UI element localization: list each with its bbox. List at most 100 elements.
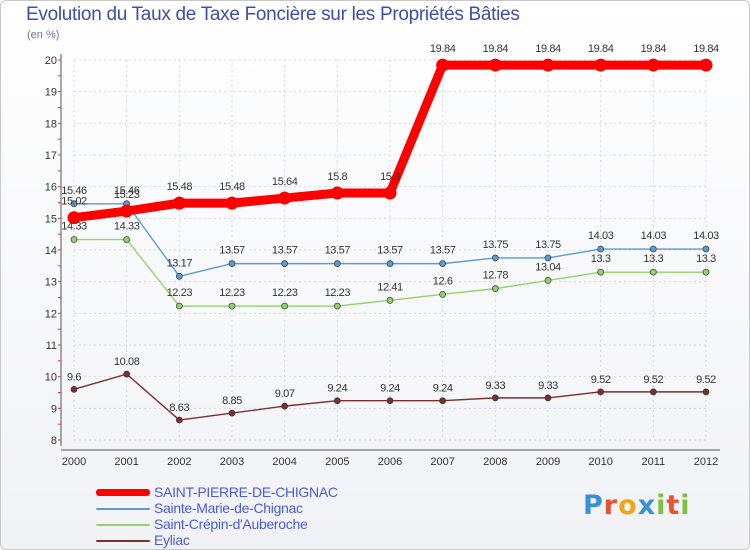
data-point bbox=[175, 302, 183, 310]
data-label: 13.3 bbox=[643, 253, 663, 265]
data-label: 14.03 bbox=[693, 230, 719, 242]
y-tick-label: 12 bbox=[45, 308, 57, 320]
data-label: 13.57 bbox=[325, 245, 351, 257]
data-point bbox=[541, 58, 555, 72]
data-point bbox=[544, 394, 552, 402]
y-axis-unit-label: (en %) bbox=[27, 29, 60, 41]
logo-letter: r bbox=[603, 490, 619, 521]
y-tick-label: 16 bbox=[45, 182, 57, 194]
data-point bbox=[702, 268, 710, 276]
data-point bbox=[491, 254, 499, 262]
data-label: 12.78 bbox=[483, 270, 509, 282]
logo-letter: t bbox=[666, 490, 681, 521]
data-point bbox=[175, 416, 183, 424]
data-label: 13.57 bbox=[430, 245, 456, 257]
data-label: 15.8 bbox=[327, 171, 347, 183]
data-label: 15.48 bbox=[219, 181, 245, 193]
data-point bbox=[333, 302, 341, 310]
data-point bbox=[70, 200, 78, 208]
x-tick-label: 2009 bbox=[536, 456, 560, 468]
data-point bbox=[386, 397, 394, 405]
data-point bbox=[594, 58, 608, 72]
legend-swatch bbox=[96, 540, 150, 542]
data-label: 9.33 bbox=[485, 380, 505, 392]
data-point bbox=[70, 385, 78, 393]
data-label: 15.8 bbox=[380, 171, 400, 183]
data-point bbox=[281, 302, 289, 310]
data-label: 19.84 bbox=[535, 43, 561, 55]
x-tick-label: 2008 bbox=[483, 456, 507, 468]
x-tick-label: 2002 bbox=[167, 456, 191, 468]
data-point bbox=[67, 211, 81, 225]
data-point bbox=[544, 277, 552, 284]
data-point bbox=[175, 272, 183, 280]
data-label: 14.03 bbox=[641, 230, 667, 242]
legend-swatch bbox=[96, 508, 150, 510]
data-label: 19.84 bbox=[483, 43, 509, 55]
data-point bbox=[172, 196, 186, 210]
data-label: 13.57 bbox=[219, 245, 245, 257]
chart-title: Evolution du Taux de Taxe Foncière sur l… bbox=[26, 4, 520, 25]
x-tick-label: 2011 bbox=[642, 456, 666, 468]
logo-letter: P bbox=[583, 490, 604, 521]
data-point bbox=[646, 58, 660, 72]
data-label: 9.52 bbox=[591, 374, 611, 386]
x-tick-label: 2006 bbox=[378, 456, 402, 468]
data-point bbox=[228, 409, 236, 417]
data-label: 12.23 bbox=[219, 287, 245, 299]
data-point bbox=[386, 260, 394, 267]
data-label-layer: 15.02 15.23 15.48 15.48 15.64 15.8 15.8 19.84 19… bbox=[61, 43, 719, 414]
data-label: 13.3 bbox=[591, 253, 611, 265]
axis-layer: 8 9 10 11 12 13 14 15 16 17 18 19 20 2000 2001 2002 2003… bbox=[45, 54, 720, 468]
data-point bbox=[333, 397, 341, 405]
data-label: 13.75 bbox=[483, 239, 509, 251]
legend-swatch bbox=[96, 524, 150, 526]
legend-swatch bbox=[96, 489, 150, 496]
data-point bbox=[702, 388, 710, 396]
data-label: 15.23 bbox=[114, 189, 140, 201]
data-point bbox=[70, 236, 78, 243]
data-label: 15.48 bbox=[167, 181, 193, 193]
data-label: 9.24 bbox=[380, 383, 400, 395]
data-label: 13.57 bbox=[272, 245, 298, 257]
y-tick-label: 19 bbox=[45, 87, 57, 99]
data-point bbox=[649, 245, 657, 253]
data-point bbox=[439, 290, 447, 298]
data-label: 15.64 bbox=[272, 176, 298, 188]
data-label: 12.23 bbox=[272, 287, 298, 299]
data-label: 9.33 bbox=[538, 380, 558, 392]
x-tick-label: 2004 bbox=[272, 456, 296, 468]
legend-label: Sainte-Marie-de-Chignac bbox=[154, 500, 303, 516]
data-label: 13.57 bbox=[377, 245, 403, 257]
data-point bbox=[228, 302, 236, 310]
data-label: 12.6 bbox=[433, 275, 453, 287]
data-point bbox=[544, 254, 552, 262]
x-tick-label: 2000 bbox=[62, 456, 86, 468]
x-tick-label: 2010 bbox=[588, 456, 612, 468]
data-label: 15.02 bbox=[61, 196, 87, 208]
data-label: 19.84 bbox=[641, 43, 667, 55]
legend-label: Saint-Crépin-d'Auberoche bbox=[154, 516, 308, 532]
data-point bbox=[597, 245, 605, 253]
data-label: 9.07 bbox=[275, 388, 295, 400]
data-label: 14.33 bbox=[114, 221, 140, 233]
y-tick-label: 11 bbox=[46, 340, 57, 352]
y-tick-label: 9 bbox=[51, 403, 57, 415]
data-label: 8.63 bbox=[169, 402, 189, 414]
proxiti-logo: Proxiti bbox=[583, 490, 691, 521]
data-point bbox=[702, 245, 710, 253]
logo-letter: i bbox=[656, 490, 667, 521]
data-point bbox=[281, 402, 289, 410]
data-point bbox=[439, 260, 447, 267]
data-point bbox=[333, 260, 341, 267]
data-label: 15.46 bbox=[114, 185, 140, 197]
data-label: 9.24 bbox=[327, 383, 347, 395]
legend-label: Eyliac bbox=[154, 532, 190, 548]
logo-letter: x bbox=[637, 490, 657, 521]
x-tick-label: 2003 bbox=[220, 456, 244, 468]
data-point bbox=[123, 370, 131, 378]
data-label: 19.84 bbox=[693, 43, 719, 55]
data-point bbox=[439, 397, 447, 405]
data-label: 9.6 bbox=[67, 371, 81, 383]
y-tick-label: 8 bbox=[51, 435, 57, 447]
